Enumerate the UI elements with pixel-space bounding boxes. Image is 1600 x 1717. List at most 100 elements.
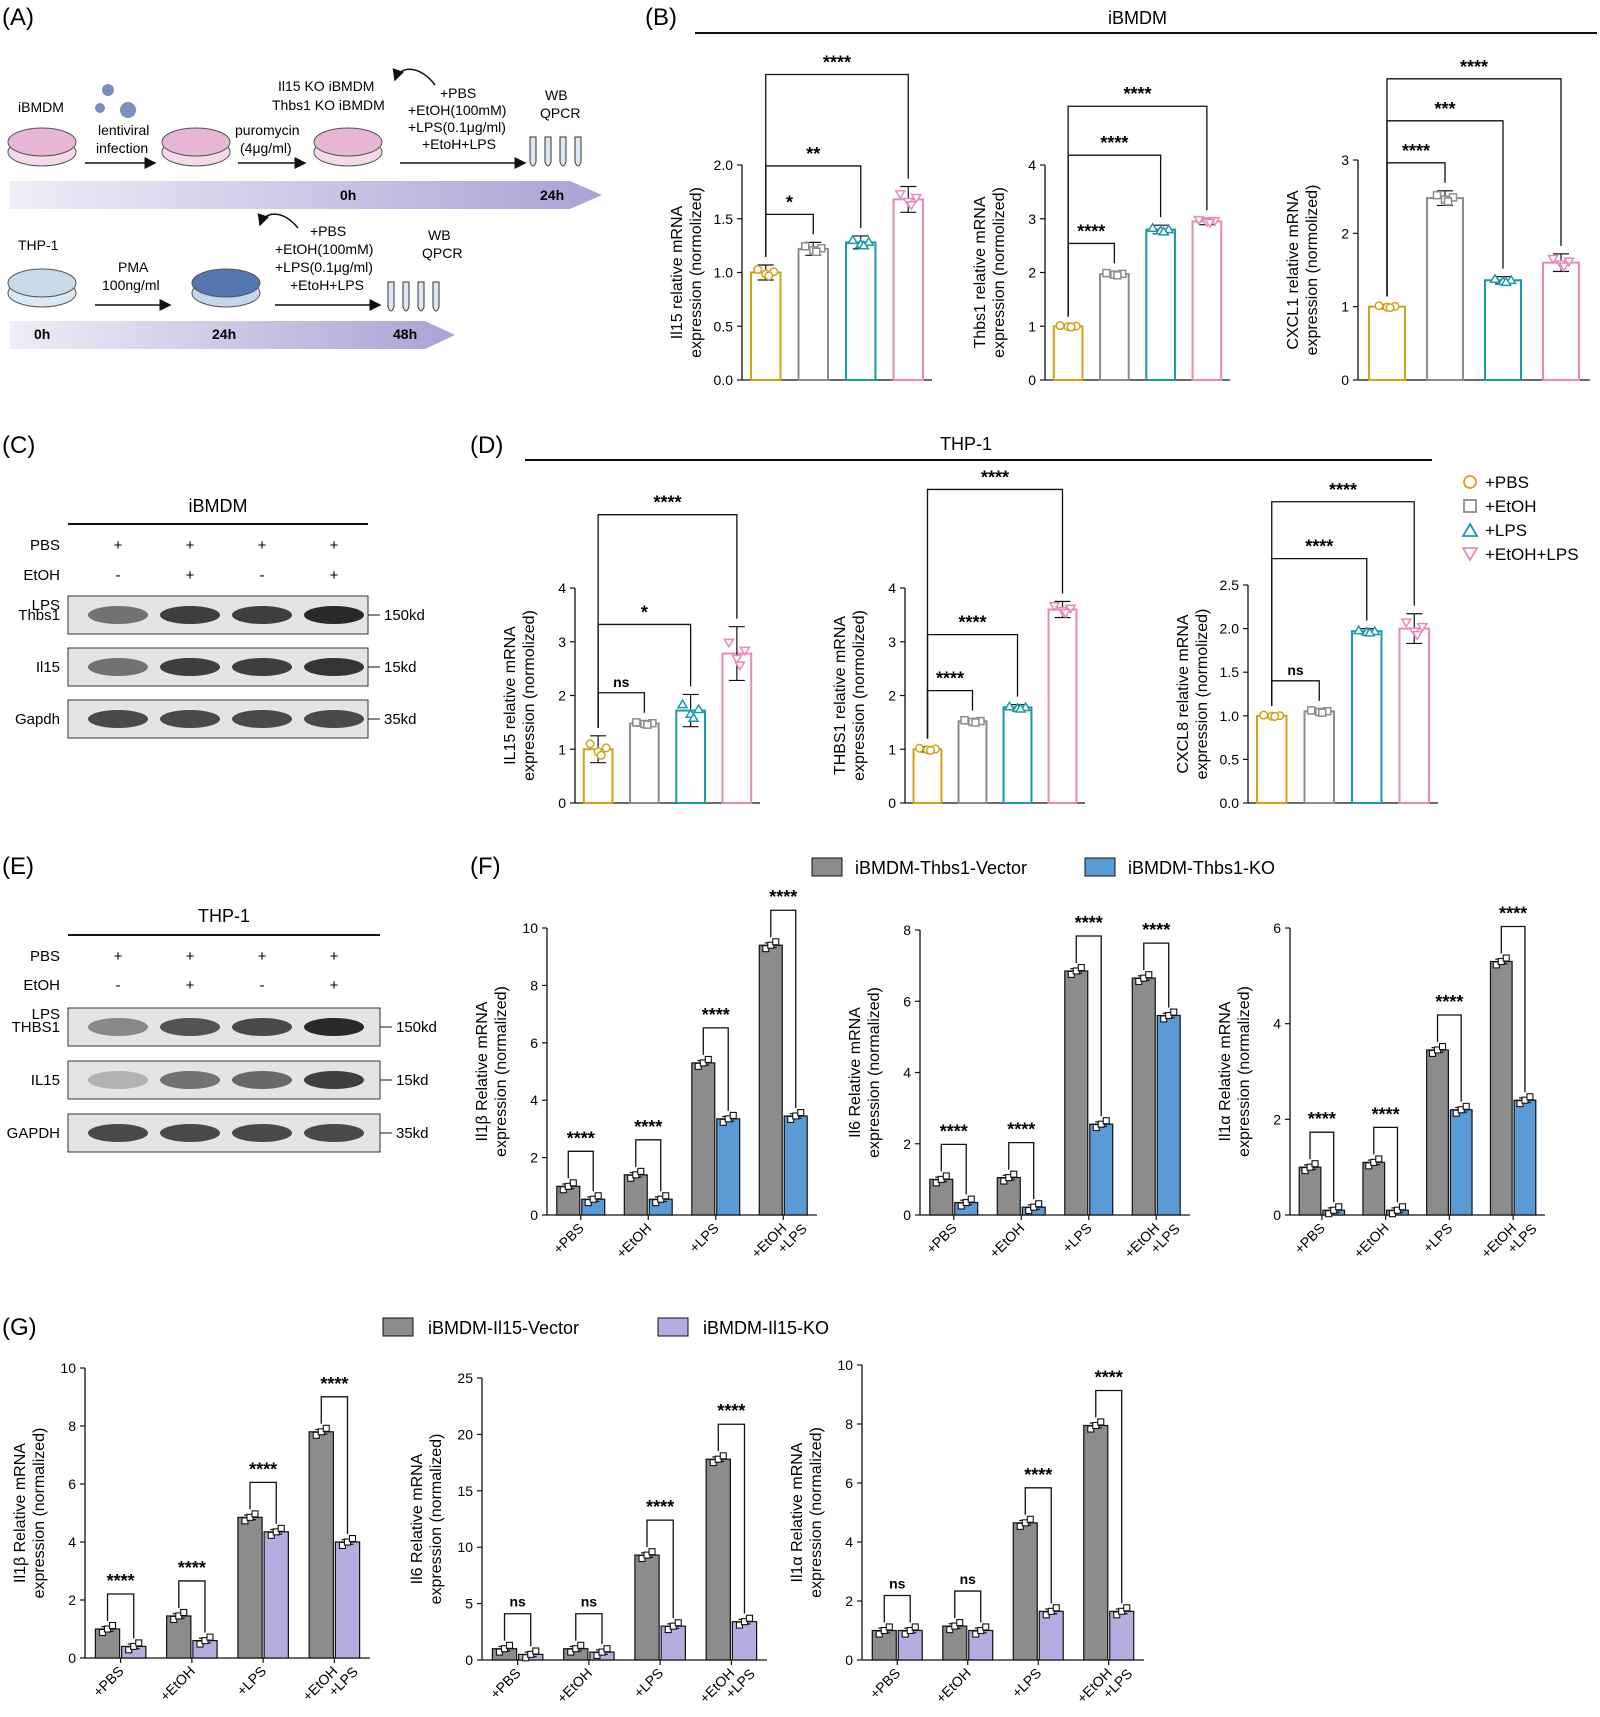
y-tick-label: 1.5 [714,211,734,227]
significance-bracket [1075,935,1102,1117]
dish-ko [313,127,383,167]
data-point [1157,225,1170,236]
label-t48: 48h [393,326,417,342]
data-point [797,1108,805,1117]
significance-bracket [106,1593,135,1639]
y-axis-label: Il1α Relative mRNA expression (normalized… [1217,986,1253,1157]
blot-row-label: PBS [30,948,60,965]
y-axis-label: Il15 relative mRNA expression (normolized… [669,187,705,358]
blot-row-mark: - [260,567,265,584]
bar [1484,279,1522,381]
legend-g-1: iBMDM-Il15-KO [703,1318,829,1338]
y-tick-label: 2 [530,1150,538,1166]
significance-label: **** [1095,1367,1123,1387]
data-point [885,1623,893,1631]
bar-vector [1426,1049,1449,1216]
label-puromycin: puromycin [235,122,300,138]
x-tick-label: +LPS [686,1220,722,1256]
data-point [643,720,652,729]
y-tick-label: 3 [1028,211,1036,227]
significance-label: **** [717,1401,745,1421]
y-tick-label: 1 [888,741,896,757]
significance-bracket [883,1594,911,1623]
chart-b3: 0 1 2 3 CXCL1 relative mRNA expression (normo… [1285,57,1590,388]
label-ko-line1: Il15 KO iBMDM [278,78,374,94]
blot-row-label: LPS [32,1006,60,1023]
blot-row-mark: - [260,977,265,994]
y-axis-label: CXCL8 relative mRNA expression (normolize… [1175,609,1211,780]
bar-vector [634,1554,660,1661]
y-tick-label: 3 [1341,152,1349,168]
treat2-3: +EtoH+LPS [290,277,364,293]
data-point [674,1619,682,1627]
significance-bracket [770,909,797,1108]
significance-label: **** [1100,133,1128,153]
bar-ko [1089,1123,1114,1216]
tubes-icon-2 [387,281,440,312]
legend-d-1: +EtOH [1485,497,1537,516]
significance-label: **** [1077,221,1105,241]
significance-label: **** [107,1571,135,1591]
x-tick-label: +EtOH [157,1663,198,1704]
data-point [505,1641,514,1649]
data-point [692,703,705,714]
significance-label: **** [1499,903,1527,923]
data-point [971,718,980,727]
bar-vector [691,1062,716,1216]
tubes-icon-1 [529,136,582,167]
legend-d-marker-etohlps [1461,547,1479,562]
legend-d-2: +LPS [1485,521,1527,540]
data-point [1170,1008,1178,1016]
significance-bracket [1436,1014,1462,1102]
blot-title: THP-1 [198,906,250,926]
data-point [594,1192,602,1200]
data-point [956,1618,964,1627]
chart-f3: 0 2 4 6 Il1α Relative mRNA expression (normal… [1217,903,1545,1261]
y-tick-label: 4 [1273,1016,1281,1032]
legend-d: +PBS +EtOH +LPS +EtOH+LPS [1461,473,1579,564]
y-tick-label: 6 [1273,920,1281,936]
blot-band [88,1018,148,1036]
x-tick-label: +EtOH [1350,1220,1391,1261]
data-point [1102,1117,1110,1125]
blot-c: iBMDMPBS++++EtOH-+-+LPS--++Thbs1150kdIl1… [15,496,425,739]
y-tick-label: 0.5 [1220,751,1240,767]
bar-ko [716,1118,741,1216]
label-t0: 0h [340,187,356,203]
significance-bracket [940,1143,967,1195]
bar [1426,197,1464,381]
bar [1052,325,1084,381]
data-point [1146,222,1159,233]
data-point [206,1633,214,1641]
data-point [1502,954,1510,962]
y-tick-label: 2 [1273,1111,1281,1127]
y-tick-label: 1.0 [714,265,734,281]
y-tick-label: 2 [558,688,566,704]
blot-row-label: EtOH [23,977,60,994]
y-tick-label: 10 [60,1360,76,1376]
x-tick-label: +EtOH [933,1665,974,1706]
data-point [1102,268,1111,278]
label-t24: 24h [540,187,564,203]
significance-bracket [702,1027,729,1111]
bar [629,722,660,805]
label-infection: infection [96,140,148,156]
bar [1351,630,1383,804]
bar-vector [1064,970,1089,1216]
blot-band [304,1018,364,1036]
y-tick-label: 0 [1273,1207,1281,1223]
significance-bracket [575,1613,603,1645]
chart-g1: 0 2 4 6 8 10 Il1β Relative mRNA expression (nor… [12,1360,370,1704]
data-point [577,1641,585,1649]
y-tick-label: 2 [888,688,896,704]
significance-label: **** [981,467,1009,487]
significance-label: * [786,192,793,212]
significance-label: **** [958,613,986,633]
data-point [1066,322,1076,332]
blot-band [232,1071,292,1089]
treat2-1: +EtOH(100mM) [275,241,373,257]
significance-label: **** [634,1117,662,1137]
dish-thp1 [7,268,77,308]
data-point [1026,1515,1034,1523]
chart-f2: 0 2 4 6 8 Il6 Relative mRNA expression (normal… [847,913,1190,1261]
